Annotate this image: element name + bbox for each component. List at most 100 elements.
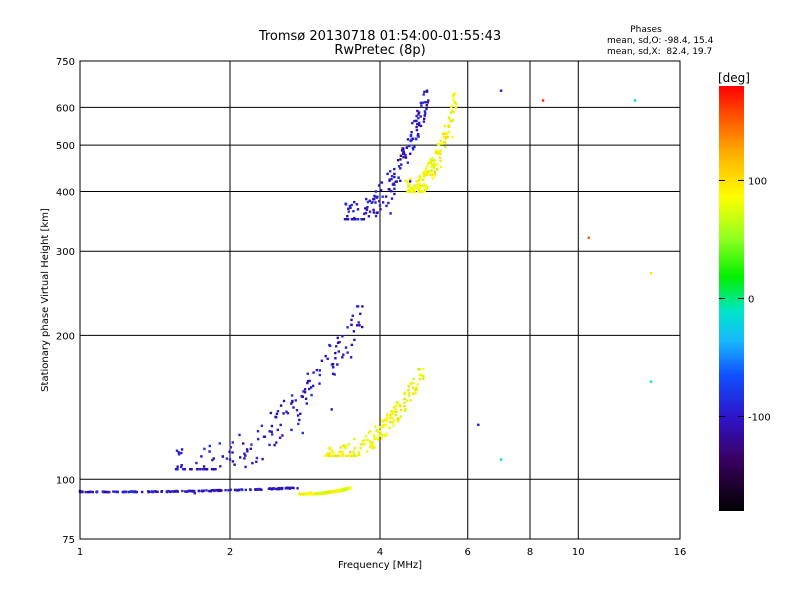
data-point — [436, 168, 439, 171]
data-point — [423, 114, 426, 117]
data-point — [381, 433, 384, 437]
data-point — [402, 152, 405, 156]
data-point — [140, 490, 144, 494]
data-point — [151, 490, 154, 494]
data-point — [452, 98, 455, 101]
data-point — [208, 444, 211, 448]
data-point — [426, 101, 429, 104]
data-point — [328, 446, 331, 449]
data-point — [379, 189, 383, 192]
data-point — [216, 489, 219, 492]
data-point — [406, 190, 409, 193]
data-point — [350, 218, 354, 221]
data-point — [359, 446, 362, 450]
data-point — [406, 185, 410, 188]
data-point — [360, 218, 363, 221]
data-point — [429, 160, 432, 163]
data-point — [240, 488, 243, 491]
data-point — [181, 489, 184, 493]
data-point — [279, 404, 283, 407]
data-point — [276, 428, 279, 432]
data-point — [395, 410, 398, 414]
data-point — [343, 218, 347, 221]
data-point — [432, 173, 435, 176]
colorbar-label: [deg] — [718, 71, 750, 85]
data-point — [315, 492, 319, 495]
data-point — [285, 486, 288, 489]
data-point — [369, 442, 372, 446]
data-point — [325, 490, 328, 494]
x-tick-label: 10 — [572, 547, 585, 558]
data-point — [212, 457, 215, 460]
data-point — [352, 330, 356, 333]
data-point — [430, 165, 433, 168]
data-point — [373, 437, 376, 441]
data-point — [431, 177, 434, 180]
data-point — [114, 490, 117, 493]
data-point — [380, 437, 384, 440]
data-point — [417, 132, 420, 136]
data-point — [393, 192, 396, 196]
data-point — [407, 385, 410, 388]
data-point — [346, 214, 349, 218]
data-point — [406, 138, 410, 141]
data-point — [393, 172, 396, 176]
data-point — [422, 377, 425, 380]
data-point — [328, 452, 332, 455]
data-point — [363, 439, 366, 442]
data-point — [301, 431, 304, 435]
data-point — [347, 454, 351, 457]
data-point — [277, 487, 280, 490]
data-point — [196, 468, 199, 471]
data-point — [238, 433, 241, 437]
data-point — [354, 454, 357, 457]
data-point — [439, 152, 442, 155]
data-point — [361, 305, 364, 308]
data-point — [333, 373, 336, 376]
data-point — [446, 135, 450, 139]
data-point — [455, 102, 458, 106]
data-point — [425, 104, 428, 107]
data-point — [418, 121, 421, 125]
data-point — [254, 488, 257, 491]
x-tick-label: 8 — [527, 547, 533, 558]
data-point — [410, 186, 413, 189]
data-point — [403, 404, 406, 408]
data-point — [350, 323, 353, 326]
data-point — [433, 170, 436, 173]
data-point — [317, 491, 320, 495]
data-point — [244, 488, 247, 492]
data-point — [338, 454, 342, 457]
data-point — [153, 490, 157, 493]
data-point — [439, 149, 442, 153]
data-point — [410, 138, 413, 141]
data-point — [185, 490, 189, 493]
x-axis: 1 2 4 6 8 10 16 — [77, 547, 687, 558]
data-point — [391, 417, 394, 420]
data-point — [270, 488, 274, 491]
data-point — [337, 488, 340, 492]
data-point — [384, 423, 388, 427]
data-point — [361, 325, 364, 329]
data-point — [402, 156, 405, 159]
data-point — [308, 387, 311, 391]
data-point — [124, 490, 127, 494]
data-point — [404, 154, 407, 157]
data-point — [324, 454, 327, 457]
data-point — [180, 451, 183, 455]
data-point — [413, 119, 416, 123]
data-point — [303, 388, 307, 391]
data-point — [112, 490, 115, 493]
data-point — [256, 488, 259, 491]
data-point — [410, 188, 413, 192]
data-point — [375, 196, 379, 199]
y-tick-label: 100 — [56, 475, 75, 486]
data-point — [334, 454, 338, 457]
data-point — [243, 452, 246, 455]
phase-stats-o: mean, sd,O: -98.4, 15.4 — [607, 36, 714, 46]
y-tick-label: 400 — [56, 187, 75, 198]
data-point — [233, 463, 236, 466]
data-point — [209, 490, 212, 493]
data-point — [402, 150, 405, 153]
data-point — [399, 154, 403, 157]
